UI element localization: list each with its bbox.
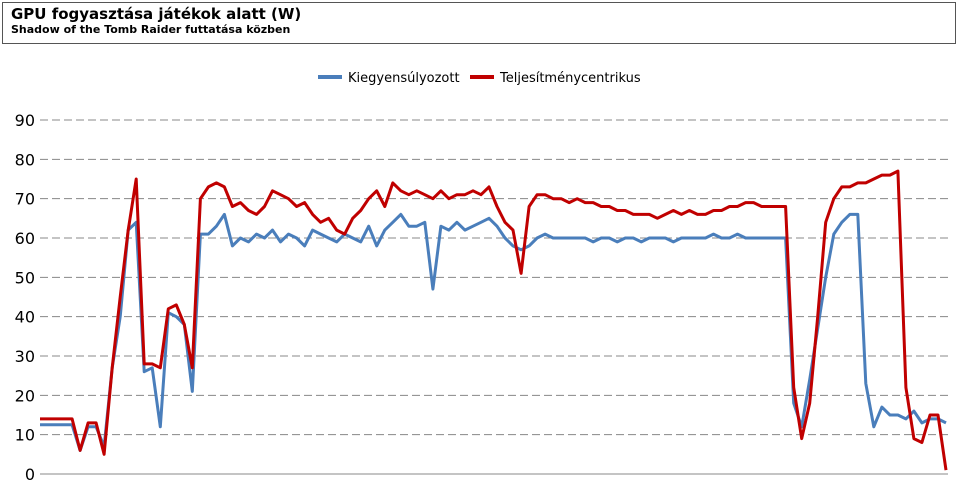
series-line xyxy=(40,169,948,471)
y-tick-label: 10 xyxy=(15,426,35,445)
y-tick-label: 40 xyxy=(15,308,35,327)
chart-subtitle: Shadow of the Tomb Raider futtatása közb… xyxy=(11,23,291,36)
legend-label: Kiegyensúlyozott xyxy=(348,71,460,86)
y-tick-label: 90 xyxy=(15,111,35,130)
y-tick-label: 30 xyxy=(15,347,35,366)
y-tick-label: 20 xyxy=(15,386,35,405)
y-tick-label: 60 xyxy=(15,229,35,248)
y-tick-label: 80 xyxy=(15,150,35,169)
y-tick-label: 50 xyxy=(15,268,35,287)
header: GPU fogyasztása játékok alatt (W) Shadow… xyxy=(2,2,956,44)
legend-label: Teljesítménycentrikus xyxy=(499,71,641,86)
chart-title: GPU fogyasztása játékok alatt (W) xyxy=(11,5,302,23)
y-tick-label: 0 xyxy=(25,465,35,484)
series-line xyxy=(40,212,947,452)
y-tick-label: 70 xyxy=(15,190,35,209)
